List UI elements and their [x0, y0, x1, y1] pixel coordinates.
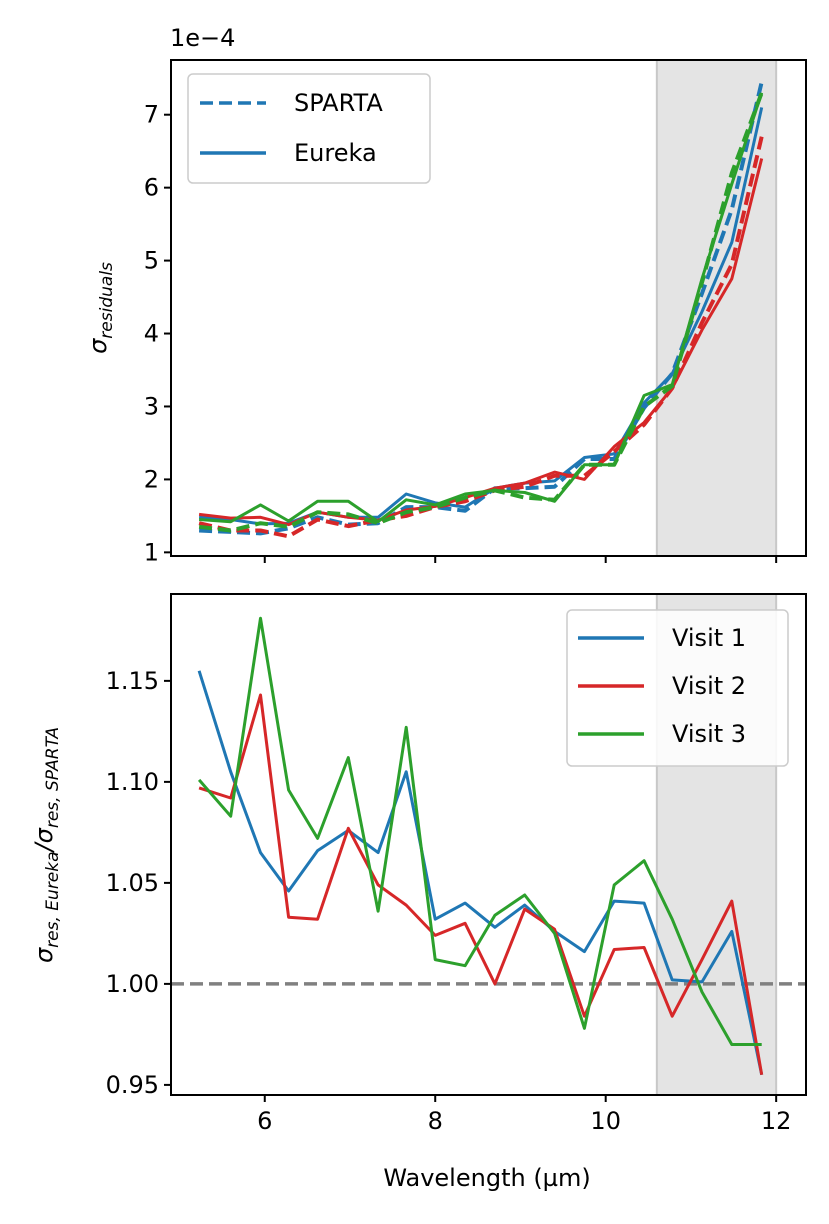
x-tick-label: 10 [590, 1107, 621, 1135]
y-tick-label: 2 [144, 465, 159, 493]
legend-visit1-label: Visit 1 [672, 624, 746, 652]
top-panel: 1 2 3 4 5 6 7 1e−4 σresiduals SPARTA Eureka [84, 24, 807, 566]
top-series-group [198, 81, 764, 539]
legend-sparta-label: SPARTA [294, 89, 383, 117]
series-line-visit-3 [197, 616, 762, 1046]
y-tick-label: 3 [144, 392, 159, 420]
bottom-panel: 0.95 1.00 1.05 1.10 1.15 6 8 10 12 Wavelength (… [30, 593, 807, 1192]
top-legend: SPARTA Eureka [187, 73, 431, 184]
y-tick-label: 1.05 [106, 869, 159, 897]
top-ylabel-symbol: σ [84, 338, 112, 354]
bottom-series-group [197, 616, 764, 1076]
series-line-visit-2 [198, 693, 764, 1076]
bottom-ylabel-sub-1: res, Eureka [43, 851, 63, 947]
bottom-x-ticks: 6 8 10 12 [257, 1095, 791, 1135]
legend-visit3-label: Visit 3 [672, 720, 746, 748]
bottom-axes-frame [170, 593, 807, 1096]
series-line-visit-1 [197, 670, 764, 1076]
top-ylabel-subscript: residuals [97, 262, 117, 339]
bottom-ylabel-sigma-1: σ [30, 947, 58, 963]
y-tick-label: 1.00 [106, 970, 159, 998]
legend-visit2-label: Visit 2 [672, 672, 746, 700]
y-tick-label: 1 [144, 538, 159, 566]
y-tick-label: 5 [144, 247, 159, 275]
series-line-visit-3-sparta [198, 92, 764, 533]
top-y-ticks: 1 2 3 4 5 6 7 [144, 101, 171, 566]
x-tick-label: 6 [257, 1107, 272, 1135]
y-tick-label: 7 [144, 101, 159, 129]
top-x-ticks [263, 556, 778, 563]
x-tick-label: 12 [761, 1107, 792, 1135]
bottom-y-axis-label: σres, Eureka/σres, SPARTA [30, 727, 63, 963]
bottom-legend: Visit 1 Visit 2 Visit 3 [566, 609, 789, 767]
top-y-axis-label: σresiduals [84, 262, 117, 354]
legend-eureka-label: Eureka [294, 139, 377, 167]
bottom-ylabel-sigma-2: /σ [30, 827, 58, 853]
y-tick-label: 0.95 [106, 1071, 159, 1099]
bottom-ylabel-sub-2: res, SPARTA [43, 727, 63, 828]
x-axis-label: Wavelength (µm) [383, 1164, 590, 1192]
top-axes-frame [170, 59, 807, 557]
y-tick-label: 1.10 [106, 768, 159, 796]
y-tick-label: 4 [144, 320, 159, 348]
y-tick-label: 6 [144, 174, 159, 202]
bottom-y-ticks: 0.95 1.00 1.05 1.10 1.15 [106, 667, 171, 1099]
y-tick-label: 1.15 [106, 667, 159, 695]
x-tick-label: 8 [428, 1107, 443, 1135]
top-offset-text: 1e−4 [170, 24, 235, 52]
series-line-visit-3-eureka [198, 92, 764, 524]
